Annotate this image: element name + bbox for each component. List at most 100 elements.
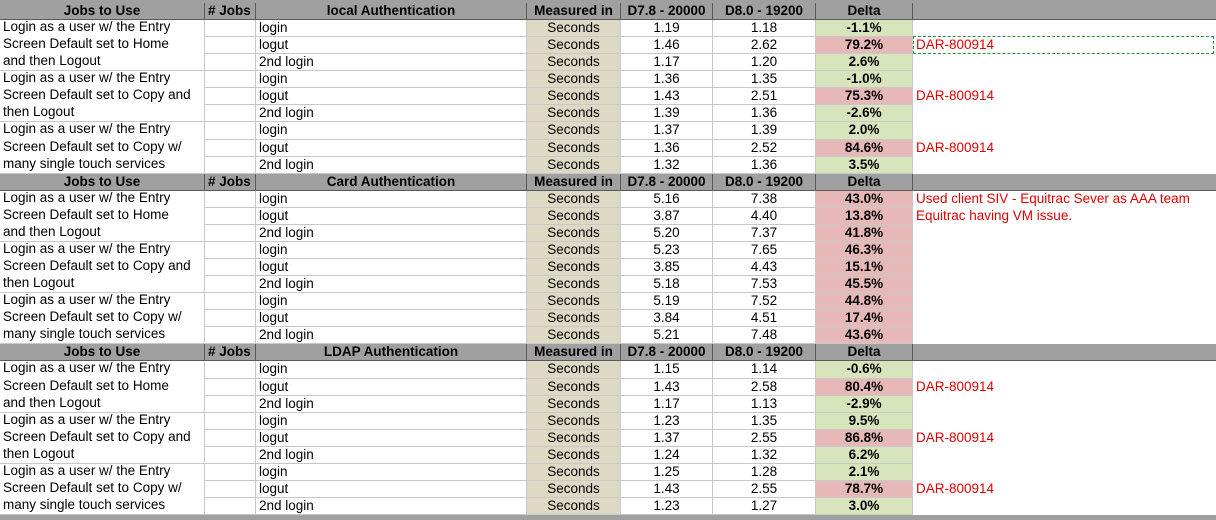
d78-time: 1.37 <box>621 429 713 447</box>
header-jobs: Jobs to Use <box>0 344 205 362</box>
d80-time: 4.51 <box>713 310 816 328</box>
unit: Seconds <box>527 378 621 396</box>
step: 2nd login <box>256 224 527 242</box>
step: 2nd login <box>256 276 527 294</box>
d78-time: 1.24 <box>621 446 713 464</box>
delta: 15.1% <box>816 259 913 277</box>
d80-time: 2.55 <box>713 429 816 447</box>
delta: 44.8% <box>816 293 913 311</box>
unit: Seconds <box>527 54 621 72</box>
delta: 2.6% <box>816 54 913 72</box>
job-count <box>205 190 256 208</box>
job-count <box>205 139 256 157</box>
job-description: and then Logout <box>0 395 205 413</box>
header-count: # Jobs <box>205 3 256 21</box>
delta: 13.8% <box>816 207 913 225</box>
job-description: Screen Default set to Home <box>0 378 205 396</box>
unit: Seconds <box>527 224 621 242</box>
note: Equitrac having VM issue. <box>916 207 1073 223</box>
delta: 45.5% <box>816 276 913 294</box>
delta: 3.0% <box>816 498 913 516</box>
job-count <box>205 156 256 174</box>
d78-time: 5.21 <box>621 327 713 345</box>
job-count <box>205 71 256 89</box>
unit: Seconds <box>527 293 621 311</box>
job-count <box>205 310 256 328</box>
d80-time: 7.37 <box>713 224 816 242</box>
job-count <box>205 105 256 123</box>
job-description: Screen Default set to Copy w/ <box>0 480 205 499</box>
unit: Seconds <box>527 429 621 447</box>
step: login <box>256 361 527 379</box>
header-old: D7.8 - 20000 <box>621 344 713 362</box>
step: logut <box>256 378 527 396</box>
d80-time: 1.36 <box>713 105 816 123</box>
unit: Seconds <box>527 241 621 260</box>
delta: -1.1% <box>816 20 913 38</box>
step: login <box>256 20 527 38</box>
d80-time: 4.43 <box>713 259 816 277</box>
unit: Seconds <box>527 395 621 413</box>
delta: 84.6% <box>816 139 913 157</box>
d80-time: 1.13 <box>713 395 816 413</box>
unit: Seconds <box>527 498 621 516</box>
note: Used client SIV - Equitrac Sever as AAA … <box>916 190 1190 206</box>
d78-time: 1.36 <box>621 71 713 89</box>
header-blank <box>913 344 1216 362</box>
job-count <box>205 498 256 516</box>
note: DAR-800914 <box>916 429 995 445</box>
unit: Seconds <box>527 276 621 294</box>
delta: 46.3% <box>816 241 913 260</box>
header-new: D8.0 - 19200 <box>713 344 816 362</box>
delta: 78.7% <box>816 480 913 499</box>
unit: Seconds <box>527 190 621 208</box>
delta: -1.0% <box>816 71 913 89</box>
job-description: Login as a user w/ the Entry <box>0 463 205 481</box>
job-description: then Logout <box>0 446 205 464</box>
job-count <box>205 395 256 413</box>
d80-time: 1.18 <box>713 20 816 38</box>
delta: 86.8% <box>816 429 913 447</box>
step: login <box>256 190 527 208</box>
header-old: D7.8 - 20000 <box>621 3 713 21</box>
job-description: Screen Default set to Copy and <box>0 88 205 106</box>
d80-time: 2.58 <box>713 378 816 396</box>
top-strip <box>0 0 1216 3</box>
unit: Seconds <box>527 361 621 379</box>
delta: 2.1% <box>816 463 913 481</box>
d80-time: 1.27 <box>713 498 816 516</box>
job-count <box>205 54 256 72</box>
step: login <box>256 71 527 89</box>
header-old: D7.8 - 20000 <box>621 173 713 191</box>
job-description: many single touch services <box>0 498 205 516</box>
delta: 41.8% <box>816 224 913 242</box>
unit: Seconds <box>527 88 621 106</box>
unit: Seconds <box>527 310 621 328</box>
header-auth: LDAP Authentication <box>256 344 527 362</box>
job-description: Login as a user w/ the Entry <box>0 20 205 38</box>
d78-time: 5.20 <box>621 224 713 242</box>
header-blank <box>913 3 1216 21</box>
job-description: Login as a user w/ the Entry <box>0 293 205 311</box>
job-description: Screen Default set to Home <box>0 207 205 225</box>
header-new: D8.0 - 19200 <box>713 173 816 191</box>
header-unit: Measured in <box>527 3 621 21</box>
job-count <box>205 480 256 499</box>
header-auth: local Authentication <box>256 3 527 21</box>
job-count <box>205 361 256 379</box>
job-count <box>205 276 256 294</box>
header-delta: Delta <box>816 344 913 362</box>
header-count: # Jobs <box>205 344 256 362</box>
header-count: # Jobs <box>205 173 256 191</box>
unit: Seconds <box>527 122 621 140</box>
job-description: Screen Default set to Copy and <box>0 259 205 277</box>
job-count <box>205 88 256 106</box>
header-jobs: Jobs to Use <box>0 3 205 21</box>
step: login <box>256 122 527 140</box>
header-delta: Delta <box>816 3 913 21</box>
job-description: many single touch services <box>0 156 205 174</box>
delta: 79.2% <box>816 37 913 55</box>
d78-time: 1.19 <box>621 20 713 38</box>
d78-time: 1.15 <box>621 361 713 379</box>
d80-time: 1.28 <box>713 463 816 481</box>
